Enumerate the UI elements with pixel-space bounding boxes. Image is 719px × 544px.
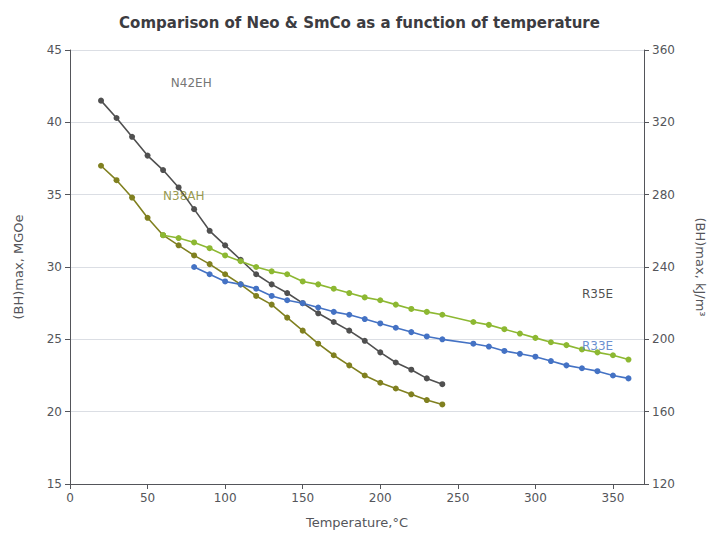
svg-text:30: 30: [47, 260, 62, 274]
svg-text:35: 35: [47, 188, 62, 202]
svg-text:360: 360: [652, 43, 675, 57]
svg-text:100: 100: [214, 491, 237, 505]
svg-text:Comparison of Neo & SmCo as a: Comparison of Neo & SmCo as a function o…: [119, 14, 600, 32]
svg-text:R35E: R35E: [582, 287, 613, 301]
svg-text:(BH)max, kJ/m³: (BH)max, kJ/m³: [693, 217, 708, 316]
svg-text:50: 50: [140, 491, 155, 505]
svg-text:45: 45: [47, 43, 62, 57]
svg-text:(BH)max, MGOe: (BH)max, MGOe: [11, 215, 26, 320]
svg-text:N42EH: N42EH: [171, 76, 212, 90]
svg-text:250: 250: [446, 491, 469, 505]
svg-text:300: 300: [524, 491, 547, 505]
svg-text:280: 280: [652, 188, 675, 202]
svg-text:240: 240: [652, 260, 675, 274]
svg-text:350: 350: [602, 491, 625, 505]
svg-text:0: 0: [66, 491, 74, 505]
svg-text:150: 150: [291, 491, 314, 505]
svg-text:320: 320: [652, 115, 675, 129]
svg-text:160: 160: [652, 405, 675, 419]
svg-text:200: 200: [652, 332, 675, 346]
svg-text:120: 120: [652, 477, 675, 491]
svg-text:20: 20: [47, 405, 62, 419]
svg-text:25: 25: [47, 332, 62, 346]
svg-text:Temperature,°C: Temperature,°C: [305, 515, 408, 530]
svg-text:200: 200: [369, 491, 392, 505]
svg-text:15: 15: [47, 477, 62, 491]
svg-text:40: 40: [47, 115, 62, 129]
svg-text:N38AH: N38AH: [163, 189, 204, 203]
svg-text:R33E: R33E: [582, 339, 613, 353]
